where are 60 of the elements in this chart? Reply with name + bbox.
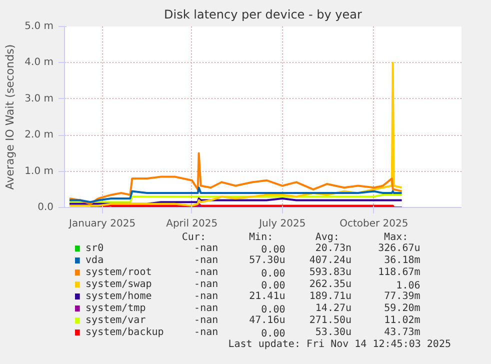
text: 1.06 [396, 280, 420, 292]
text: 0.00 [261, 244, 286, 256]
text: 0.00 [261, 328, 286, 340]
y-tick-label: 0.0 [38, 202, 54, 213]
text: 0.00 [261, 268, 286, 280]
text: 21.41u [249, 291, 286, 302]
line-series [68, 186, 403, 204]
text: 11.02m [384, 315, 420, 326]
text: 43.73m [384, 327, 420, 338]
legend-label: system/home [86, 291, 152, 302]
text: -nan [194, 303, 218, 314]
legend-label: system/swap [86, 279, 152, 290]
text: Avg: [315, 232, 340, 243]
y-tick-label: 4.0 m [24, 57, 54, 68]
text: 189.71u [309, 291, 352, 302]
text: 53.30u [315, 327, 352, 338]
legend-label: system/tmp [86, 303, 146, 314]
x-tick-label: April 2025 [166, 218, 218, 230]
text: Max: [384, 232, 408, 243]
y-tick-label: 2.0 m [24, 130, 54, 141]
x-tick-label: July 2025 [258, 218, 306, 230]
text: -nan [194, 315, 218, 326]
text: 36.18m [384, 255, 420, 266]
legend-label: vda [86, 255, 104, 266]
legend-label: system/root [86, 267, 152, 278]
text: 59.20m [384, 303, 420, 314]
text: 0.00 [261, 304, 286, 316]
text: -nan [194, 243, 218, 254]
text: 14.27u [315, 303, 352, 314]
legend-label: sr0 [86, 243, 104, 254]
y-tick-label: 1.0 m [24, 166, 54, 177]
text: -nan [194, 279, 218, 290]
text: Last update: Fri Nov 14 12:45:03 2025 [228, 339, 451, 350]
text: 271.50u [309, 315, 352, 326]
legend-label: system/backup [86, 327, 164, 338]
y-axis-title: Average IO Wait (seconds) [4, 44, 17, 190]
text: 47.16u [249, 315, 286, 326]
text: 0.00 [261, 280, 286, 292]
text: 326.67u [378, 243, 420, 254]
text: -nan [194, 255, 218, 266]
y-tick-label: 5.0 m [24, 21, 54, 32]
legend-label: system/var [86, 315, 146, 326]
text: Cur: [182, 232, 206, 243]
x-tick-label: October 2025 [340, 218, 408, 230]
text: 262.35u [309, 279, 352, 290]
text: -nan [194, 291, 218, 302]
text: -nan [194, 327, 218, 338]
text: Min: [249, 232, 274, 243]
line-series [68, 152, 403, 205]
line-series [68, 62, 403, 207]
chart-title: Disk latency per device - by year [164, 8, 362, 22]
text: 57.30u [249, 255, 286, 266]
text: 593.83u [309, 267, 352, 278]
text: 77.39m [384, 291, 420, 302]
text: 407.24u [309, 255, 352, 266]
text: -nan [194, 267, 218, 278]
y-tick-label: 3.0 m [24, 93, 54, 104]
x-tick-label: January 2025 [68, 218, 136, 230]
text: 118.67m [378, 267, 420, 278]
text: 20.73n [315, 243, 352, 254]
